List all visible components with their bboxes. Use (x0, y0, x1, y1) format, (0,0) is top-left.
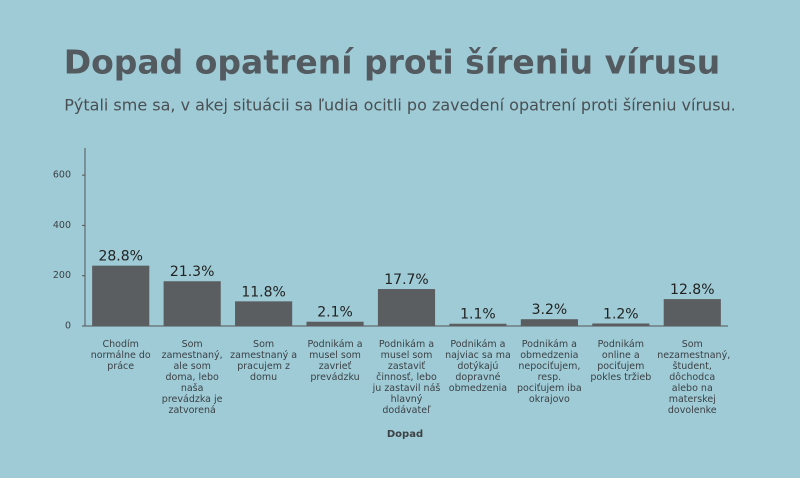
bar (592, 323, 650, 326)
y-tick-label: 400 (53, 220, 71, 231)
bar (663, 299, 721, 326)
y-tick-label: 0 (65, 321, 71, 332)
value-label: 2.1% (317, 305, 353, 321)
value-label: 11.8% (241, 284, 285, 300)
bar (92, 265, 150, 326)
x-tick-label: Podnikám a obmedzenia nepociťujem, resp.… (517, 339, 582, 405)
value-label: 1.2% (603, 306, 639, 322)
x-tick-label: Podnikám a musel som zastaviť činnosť, l… (372, 339, 441, 416)
x-tick-label: Podnikám online a pociťujem pokles tržie… (590, 339, 652, 383)
value-label: 28.8% (98, 249, 142, 265)
bar (306, 321, 364, 326)
x-tick-label: Podnikám a najviac sa ma dotýkajú doprav… (445, 339, 511, 394)
x-tick-label: Podnikám a musel som zavrieť prevádzku (307, 339, 363, 383)
value-label: 3.2% (532, 302, 568, 318)
y-tick-label: 200 (53, 270, 71, 281)
x-tick-label: Som zamestnaný, ale som doma, lebo naša … (161, 339, 223, 416)
value-label: 17.7% (384, 272, 428, 288)
chart-subtitle: Pýtali sme sa, v akej situácii sa ľudia … (64, 96, 736, 115)
bar (520, 319, 578, 326)
value-label: 12.8% (670, 282, 714, 298)
x-axis-label: Dopad (387, 429, 423, 440)
y-tick-label: 600 (53, 170, 71, 181)
x-tick-label: Som nezamestnaný, študent, dôchodca aleb… (657, 339, 731, 416)
bar (449, 323, 507, 326)
bar (235, 301, 293, 326)
value-label: 1.1% (460, 307, 496, 323)
bar (377, 289, 436, 326)
value-label: 21.3% (170, 264, 214, 280)
x-tick-label: Som zamestnaný a pracujem z domu (230, 339, 298, 383)
chart-title: Dopad opatrení proti šíreniu vírusu (64, 43, 721, 82)
x-tick-label: Chodím normálne do práce (90, 339, 151, 372)
bar (163, 281, 221, 326)
